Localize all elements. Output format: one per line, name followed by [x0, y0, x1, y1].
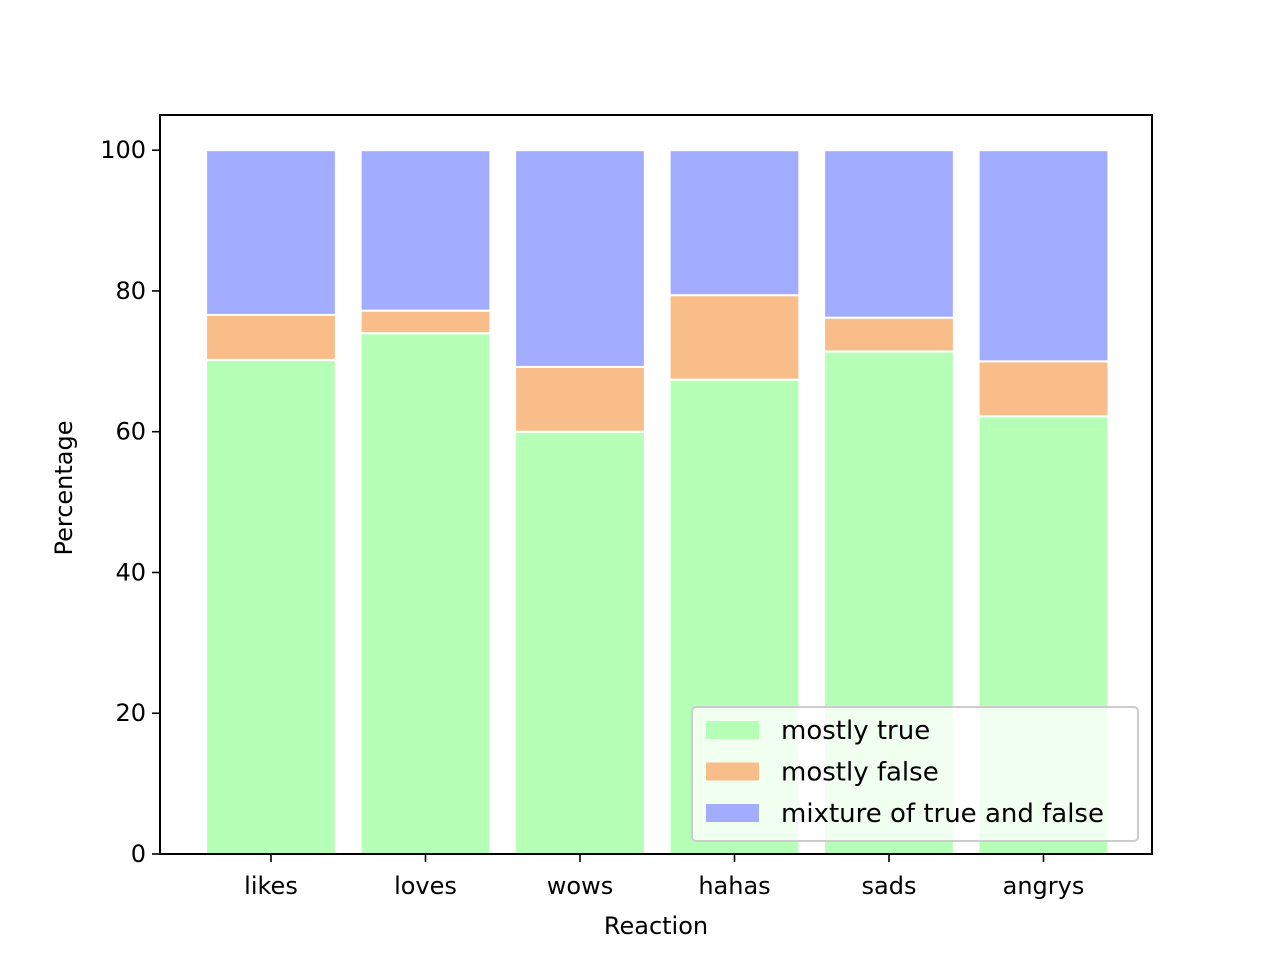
legend-label: mostly true	[781, 716, 930, 746]
x-tick-label-sads: sads	[862, 872, 917, 900]
x-axis: likes loves wows hahas sads angrys	[244, 854, 1084, 900]
bars-layer	[205, 149, 1110, 855]
y-tick-label: 20	[115, 699, 146, 727]
x-tick-label-likes: likes	[244, 872, 298, 900]
bar-loves-mostly-true	[359, 332, 492, 855]
bar-hahas-mostly-false	[668, 294, 801, 381]
bar-sads-mostly-false	[823, 316, 955, 353]
legend-label: mixture of true and false	[781, 799, 1104, 829]
plot-frame	[159, 114, 1153, 855]
bar-wows-mostly-true	[514, 430, 646, 855]
bar-angrys-mixture-of-true-and-false	[977, 149, 1110, 363]
legend-label: mostly false	[781, 758, 939, 788]
bar-sads-mixture-of-true-and-false	[823, 149, 955, 319]
y-axis: 0 20 40 60 80 100	[100, 136, 160, 868]
y-tick-label: 40	[115, 558, 146, 586]
y-tick-label: 80	[115, 277, 146, 305]
x-tick-label-wows: wows	[547, 872, 613, 900]
y-tick-label: 60	[115, 418, 146, 446]
bar-loves-mixture-of-true-and-false	[359, 149, 492, 312]
x-tick-label-angrys: angrys	[1003, 872, 1085, 900]
bar-wows-mostly-false	[514, 365, 646, 433]
legend: mostly true mostly false mixture of true a…	[691, 706, 1139, 842]
legend-swatch-mostly-true	[706, 721, 759, 739]
bar-likes-mixture-of-true-and-false	[205, 149, 337, 316]
bar-hahas-mixture-of-true-and-false	[668, 149, 801, 297]
bar-wows-mixture-of-true-and-false	[514, 149, 646, 368]
legend-swatch-mixture-of-true-and-false	[706, 804, 759, 822]
bar-loves-mostly-false	[359, 309, 492, 335]
y-tick-label: 100	[100, 136, 146, 164]
legend-swatch-mostly-false	[706, 762, 759, 781]
x-axis-label: Reaction	[604, 912, 708, 940]
y-tick-label: 0	[131, 840, 146, 868]
legend-box	[691, 706, 1139, 842]
y-axis-label: Percentage	[50, 420, 78, 555]
bar-likes-mostly-false	[205, 313, 337, 361]
bar-likes-mostly-true	[205, 358, 337, 855]
x-tick-label-hahas: hahas	[698, 872, 770, 900]
x-tick-label-loves: loves	[394, 872, 457, 900]
bar-angrys-mostly-false	[977, 360, 1110, 418]
